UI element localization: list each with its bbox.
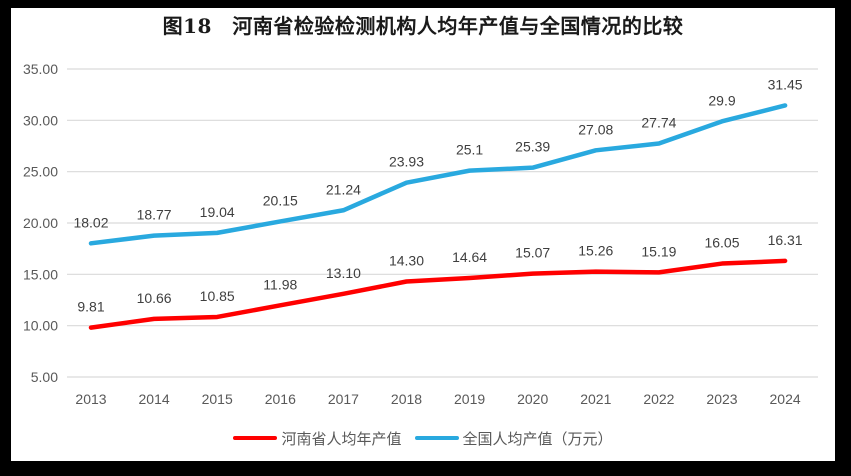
series-line-henan <box>88 258 788 330</box>
data-label-national: 21.24 <box>326 181 361 197</box>
data-label-national: 25.39 <box>515 139 550 155</box>
data-label-henan: 13.10 <box>326 265 361 281</box>
x-tick-label: 2022 <box>643 391 674 407</box>
y-tick-label: 15.00 <box>23 266 58 282</box>
x-tick-label: 2019 <box>454 391 485 407</box>
x-tick-label: 2014 <box>139 391 170 407</box>
x-tick-label: 2020 <box>517 391 548 407</box>
data-label-henan: 11.98 <box>263 276 297 292</box>
x-tick-label: 2015 <box>202 391 233 407</box>
x-tick-label: 2013 <box>75 391 106 407</box>
data-label-henan: 14.64 <box>452 249 487 265</box>
legend-label-national: 全国人均产值（万元） <box>462 430 613 448</box>
data-label-national: 31.45 <box>768 76 803 92</box>
data-label-national: 18.77 <box>137 207 172 223</box>
data-label-henan: 16.05 <box>704 235 739 251</box>
data-label-henan: 15.26 <box>578 243 613 259</box>
chart-title: 图18 河南省检验检测机构人均年产值与全国情况的比较 <box>162 14 684 38</box>
data-label-henan: 9.81 <box>77 299 104 315</box>
data-label-national: 23.93 <box>389 154 424 170</box>
data-label-henan: 10.66 <box>137 290 172 306</box>
x-tick-label: 2023 <box>706 391 737 407</box>
data-label-national: 27.08 <box>578 121 613 137</box>
x-tick-label: 2016 <box>265 391 296 407</box>
data-label-national: 29.9 <box>708 92 735 108</box>
data-label-national: 25.1 <box>456 142 483 158</box>
x-tick-label: 2024 <box>770 391 801 407</box>
data-label-henan: 15.19 <box>641 243 676 259</box>
data-label-henan: 10.85 <box>200 288 235 304</box>
y-tick-label: 30.00 <box>23 112 58 128</box>
data-label-henan: 15.07 <box>515 245 550 261</box>
legend-swatch-national <box>414 435 459 441</box>
legend-label-henan: 河南省人均年产值 <box>281 430 402 448</box>
data-label-national: 19.04 <box>200 204 235 220</box>
series-line-national <box>88 103 788 246</box>
data-label-henan: 16.31 <box>768 232 803 248</box>
data-label-national: 20.15 <box>263 192 298 208</box>
y-tick-label: 20.00 <box>23 215 58 231</box>
legend-item-henan: 河南省人均年产值 <box>233 428 402 449</box>
legend-item-national: 全国人均产值（万元） <box>414 428 613 449</box>
y-tick-label: 35.00 <box>23 61 58 77</box>
y-tick-label: 5.00 <box>31 369 58 385</box>
data-label-national: 18.02 <box>73 214 108 230</box>
data-label-henan: 14.30 <box>389 253 424 269</box>
legend-swatch-henan <box>233 435 278 441</box>
y-tick-label: 25.00 <box>23 164 58 180</box>
data-label-national: 27.74 <box>641 115 676 131</box>
y-tick-label: 10.00 <box>23 318 58 334</box>
legend: 河南省人均年产值 全国人均产值（万元） <box>11 428 835 448</box>
x-tick-label: 2021 <box>580 391 611 407</box>
x-tick-label: 2017 <box>328 391 359 407</box>
x-tick-label: 2018 <box>391 391 422 407</box>
